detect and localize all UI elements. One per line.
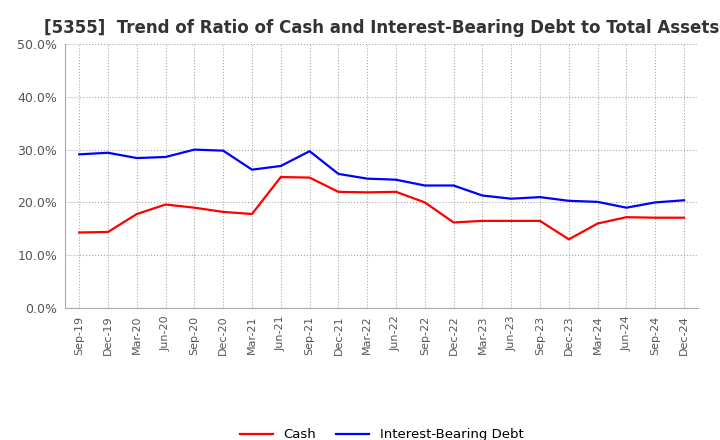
- Interest-Bearing Debt: [248, 167, 256, 172]
- Line: Cash: Cash: [79, 177, 684, 239]
- Cash: [622, 215, 631, 220]
- Interest-Bearing Debt: [507, 196, 516, 202]
- Cash: [305, 175, 314, 180]
- Interest-Bearing Debt: [334, 171, 343, 176]
- Interest-Bearing Debt: [219, 148, 228, 153]
- Interest-Bearing Debt: [190, 147, 199, 152]
- Interest-Bearing Debt: [161, 154, 170, 160]
- Interest-Bearing Debt: [104, 150, 112, 155]
- Interest-Bearing Debt: [593, 199, 602, 205]
- Cash: [507, 218, 516, 224]
- Cash: [219, 209, 228, 215]
- Interest-Bearing Debt: [478, 193, 487, 198]
- Cash: [449, 220, 458, 225]
- Legend: Cash, Interest-Bearing Debt: Cash, Interest-Bearing Debt: [235, 423, 528, 440]
- Interest-Bearing Debt: [363, 176, 372, 181]
- Interest-Bearing Debt: [276, 163, 285, 169]
- Cash: [248, 211, 256, 216]
- Interest-Bearing Debt: [536, 194, 544, 200]
- Interest-Bearing Debt: [449, 183, 458, 188]
- Cash: [132, 211, 141, 216]
- Cash: [276, 174, 285, 180]
- Interest-Bearing Debt: [392, 177, 400, 182]
- Interest-Bearing Debt: [420, 183, 429, 188]
- Interest-Bearing Debt: [651, 200, 660, 205]
- Cash: [564, 237, 573, 242]
- Cash: [536, 218, 544, 224]
- Cash: [161, 202, 170, 207]
- Cash: [651, 215, 660, 220]
- Cash: [190, 205, 199, 210]
- Interest-Bearing Debt: [305, 149, 314, 154]
- Title: [5355]  Trend of Ratio of Cash and Interest-Bearing Debt to Total Assets: [5355] Trend of Ratio of Cash and Intere…: [44, 19, 719, 37]
- Line: Interest-Bearing Debt: Interest-Bearing Debt: [79, 150, 684, 208]
- Cash: [334, 189, 343, 194]
- Cash: [75, 230, 84, 235]
- Interest-Bearing Debt: [564, 198, 573, 203]
- Cash: [593, 221, 602, 226]
- Cash: [478, 218, 487, 224]
- Cash: [363, 190, 372, 195]
- Cash: [420, 200, 429, 205]
- Interest-Bearing Debt: [680, 198, 688, 203]
- Cash: [392, 189, 400, 194]
- Interest-Bearing Debt: [132, 155, 141, 161]
- Cash: [680, 215, 688, 220]
- Interest-Bearing Debt: [75, 152, 84, 157]
- Interest-Bearing Debt: [622, 205, 631, 210]
- Cash: [104, 229, 112, 235]
